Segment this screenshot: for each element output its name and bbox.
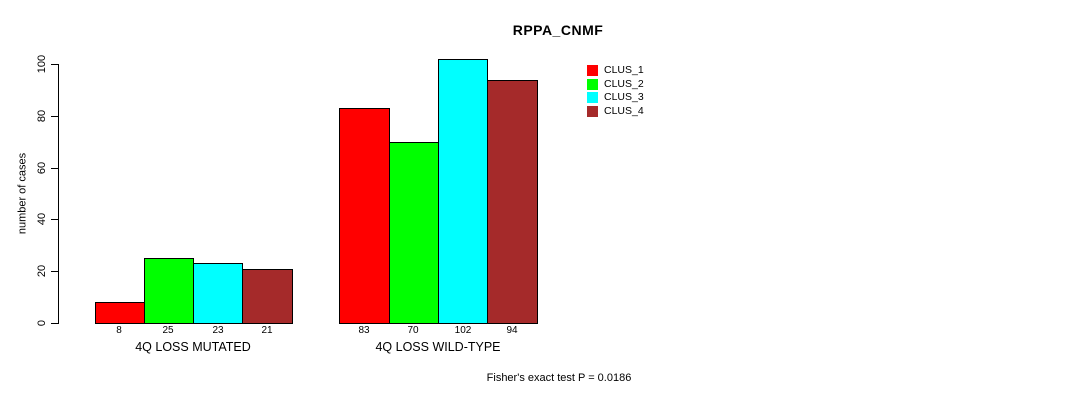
y-tick [51,219,59,220]
bar-clus_4-2 [487,80,538,324]
y-tick-label: 60 [36,161,48,175]
bar-value-label: 70 [407,325,419,336]
legend-item-clus_4: CLUS_4 [587,105,644,119]
y-axis-label: number of cases [16,152,29,235]
bar-clus_1-1 [95,302,145,324]
y-tick [51,64,59,65]
y-tick [51,116,59,117]
legend-label: CLUS_1 [604,64,644,77]
legend-label: CLUS_4 [604,104,644,117]
legend-swatch [587,78,598,90]
group-label: 4Q LOSS MUTATED [135,340,251,354]
legend-item-clus_3: CLUS_3 [587,91,644,105]
y-tick-label: 80 [36,109,48,123]
bar-value-label: 8 [116,325,122,336]
bar-value-label: 25 [162,325,174,336]
bar-value-label: 94 [506,325,518,336]
chart-title: RPPA_CNMF [512,22,604,38]
bar-value-label: 102 [454,325,472,336]
bar-clus_3-2 [438,59,488,324]
legend-label: CLUS_3 [604,91,644,104]
y-tick-label: 20 [36,264,48,278]
bar-clus_3-1 [193,263,243,324]
y-axis-line [58,64,59,324]
bar-clus_1-2 [339,108,390,324]
bar-clus_4-1 [242,269,293,324]
legend-item-clus_1: CLUS_1 [587,64,644,78]
y-tick [51,323,59,324]
legend-swatch [587,92,598,104]
bar-clus_2-1 [144,258,194,324]
legend-label: CLUS_2 [604,77,644,90]
legend-swatch [587,105,598,117]
footer-annotation: Fisher's exact test P = 0.0186 [486,372,632,384]
y-tick-label: 0 [36,319,48,327]
bar-clus_2-2 [389,142,439,324]
group-label: 4Q LOSS WILD-TYPE [375,340,501,354]
legend-item-clus_2: CLUS_2 [587,78,644,92]
y-tick-label: 100 [36,54,48,74]
legend: CLUS_1 CLUS_2 CLUS_3 CLUS_4 [587,64,644,118]
bar-value-label: 21 [261,325,273,336]
bar-value-label: 83 [358,325,370,336]
y-tick [51,168,59,169]
y-tick-label: 40 [36,212,48,226]
y-tick [51,271,59,272]
legend-swatch [587,65,598,77]
bar-value-label: 23 [212,325,224,336]
